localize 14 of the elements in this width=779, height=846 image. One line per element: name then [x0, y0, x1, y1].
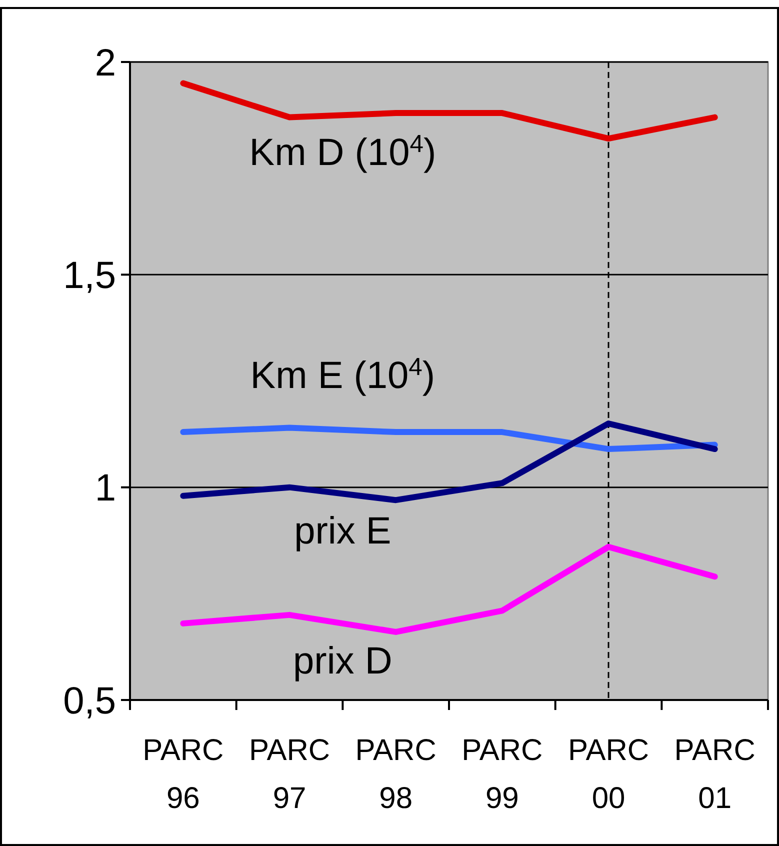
x-tick-label: PARC 99	[462, 734, 543, 815]
y-tick-label: 2	[94, 42, 116, 84]
x-tick-label: PARC 98	[355, 734, 436, 815]
x-tick-label: PARC 01	[674, 734, 756, 815]
y-tick-label: 1	[94, 468, 116, 510]
series-label: prix E	[294, 510, 392, 553]
series-label: Km D (10$^{4}$)	[249, 130, 436, 174]
y-tick-label: 0,5	[63, 680, 116, 722]
y-tick-label: 1,5	[63, 254, 116, 297]
series-label: Km E (10$^{4}$)	[250, 353, 436, 397]
x-tick-label: PARC 97	[248, 734, 330, 815]
series-label: prix D	[293, 640, 392, 682]
x-tick-label: PARC 00	[568, 734, 650, 815]
x-tick-label: PARC 96	[142, 734, 224, 815]
